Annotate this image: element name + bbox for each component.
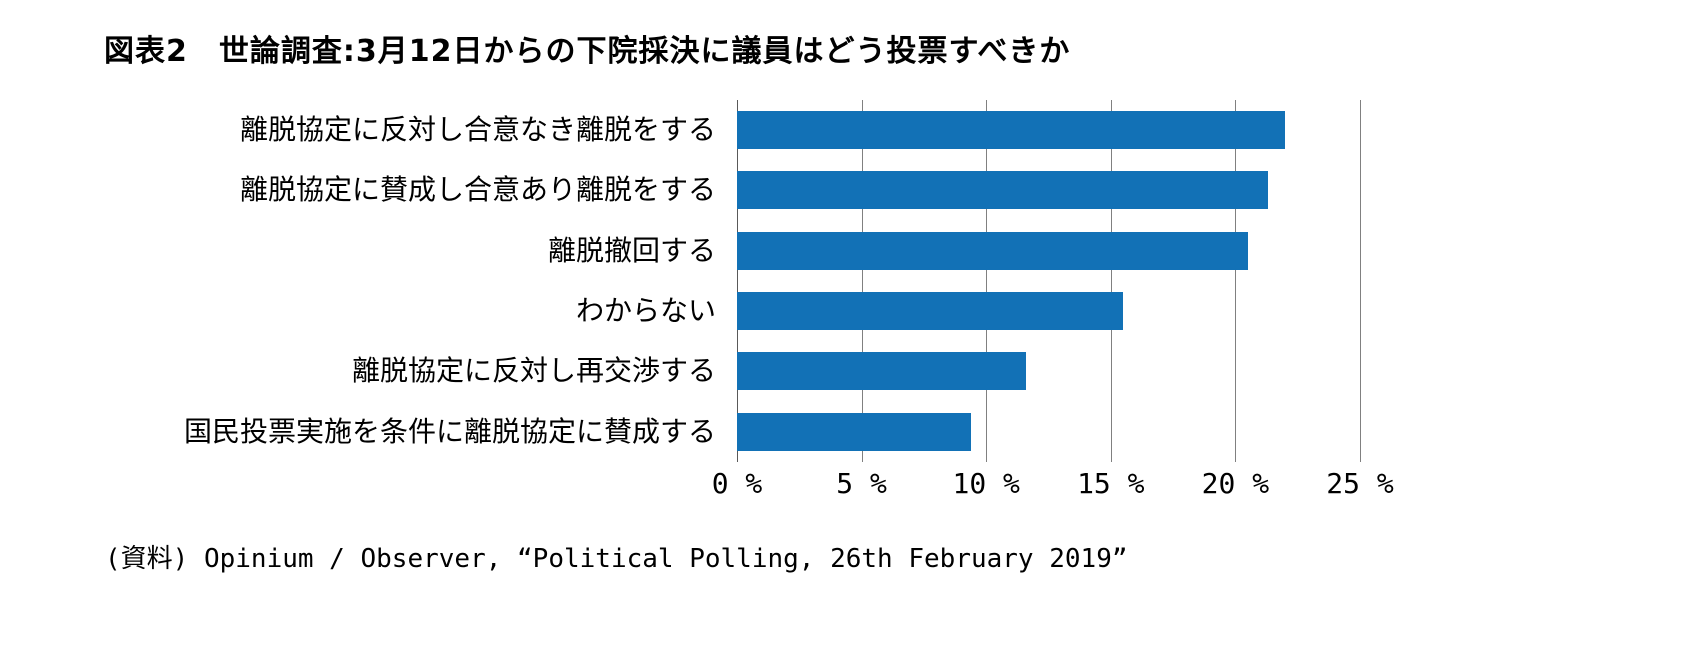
bar	[737, 292, 1124, 331]
bar-row	[737, 352, 1360, 391]
bar	[737, 171, 1268, 210]
bar	[737, 412, 972, 451]
gridline	[1235, 100, 1237, 462]
source-note: (資料) Opinium / Observer, “Political Poll…	[105, 544, 1128, 574]
category-label: 離脱協定に反対し合意なき離脱をする	[239, 113, 716, 147]
bar	[737, 231, 1248, 270]
y-axis-line	[737, 100, 738, 462]
category-label: 離脱協定に反対し再交渉する	[351, 354, 716, 388]
category-label: 離脱協定に賛成し合意あり離脱をする	[239, 173, 716, 207]
x-tick-label: 15 %	[1077, 467, 1145, 500]
bar-row	[737, 111, 1360, 150]
gridline	[861, 100, 863, 462]
chart-title: 図表2 世論調査:3月12日からの下院採決に議員はどう投票すべきか	[104, 34, 1071, 69]
bar-row	[737, 231, 1360, 270]
x-tick-label: 5 %	[836, 467, 887, 500]
plot-area	[737, 100, 1361, 462]
bar-row	[737, 292, 1360, 331]
gridline	[986, 100, 988, 462]
x-tick-label: 20 %	[1201, 467, 1270, 500]
x-axis: 0 % 5 % 10 % 15 % 20 % 25 %	[712, 467, 1394, 506]
gridline	[1360, 100, 1361, 462]
x-tick-label: 0 %	[711, 467, 763, 500]
bar-row	[737, 412, 1360, 451]
category-label: 国民投票実施を条件に離脱協定に賛成する	[183, 414, 716, 448]
bar-row	[737, 171, 1360, 210]
bar	[737, 111, 1286, 150]
category-label: 離脱撤回する	[547, 233, 716, 267]
category-label: わからない	[575, 294, 716, 328]
x-tick-label: 25 %	[1326, 467, 1394, 500]
x-tick-label: 10 %	[952, 467, 1020, 500]
gridline	[1110, 100, 1112, 462]
bar	[737, 352, 1027, 391]
category-labels: 離脱協定に反対し合意なき離脱をする 離脱協定に賛成し合意あり離脱をする離脱撤回する…	[0, 100, 726, 462]
